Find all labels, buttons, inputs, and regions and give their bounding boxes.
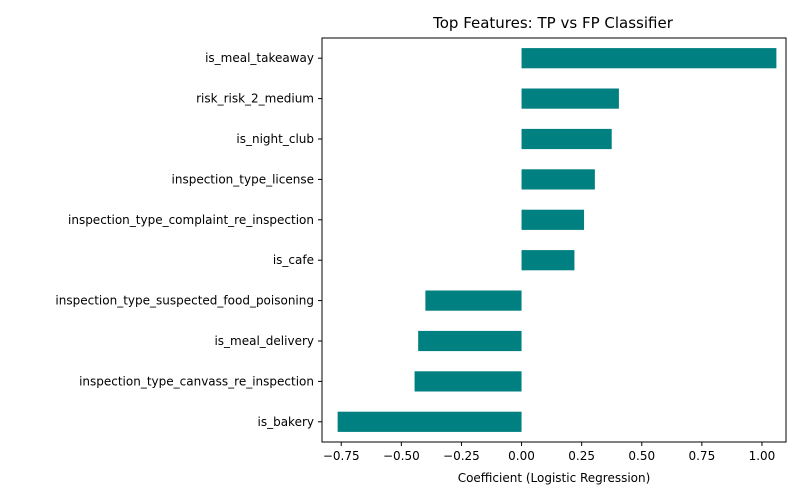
y-tick-label: inspection_type_license: [172, 172, 314, 186]
y-tick-label: inspection_type_suspected_food_poisoning: [55, 294, 314, 308]
bars-group: [337, 48, 777, 432]
bar-is_meal_takeaway: [521, 48, 777, 69]
y-axis: is_meal_takeaway risk_risk_2_medium is_nig…: [55, 51, 322, 429]
plot-frame: [321, 37, 787, 443]
x-tick-label: −0.25: [443, 449, 480, 463]
bar-is_cafe: [521, 250, 575, 271]
y-tick-label: is_meal_takeaway: [205, 51, 314, 65]
y-tick-label: is_meal_delivery: [214, 334, 314, 348]
x-axis: −0.75 −0.50 −0.25 0.00 0.25 0.50 0.75 1.00: [323, 442, 775, 463]
x-tick-label: −0.75: [323, 449, 360, 463]
y-tick-label: is_bakery: [258, 415, 315, 429]
x-tick-label: 1.00: [749, 449, 776, 463]
bar-is_bakery: [337, 411, 522, 432]
y-tick-label: inspection_type_canvass_re_inspection: [79, 374, 314, 388]
bar-risk_risk_2_medium: [521, 88, 619, 109]
bar-inspection_type_license: [521, 169, 595, 190]
y-tick-label: is_cafe: [273, 253, 314, 267]
bar-inspection_type_canvass_re_inspection: [414, 371, 522, 392]
y-tick-label: risk_risk_2_medium: [196, 92, 314, 106]
x-tick-label: 0.00: [508, 449, 535, 463]
chart-title: Top Features: TP vs FP Classifier: [432, 14, 674, 32]
x-tick-label: 0.75: [688, 449, 715, 463]
x-axis-label: Coefficient (Logistic Regression): [458, 471, 651, 485]
x-tick-label: 0.25: [568, 449, 595, 463]
bar-inspection_type_complaint_re_inspection: [521, 209, 585, 230]
y-tick-label: is_night_club: [236, 132, 314, 146]
x-tick-label: −0.50: [383, 449, 420, 463]
bar-is_night_club: [521, 128, 612, 150]
x-tick-label: 0.50: [628, 449, 655, 463]
bar-inspection_type_suspected_food_poisoning: [425, 290, 522, 311]
bar-is_meal_delivery: [418, 330, 522, 352]
y-tick-label: inspection_type_complaint_re_inspection: [68, 213, 314, 227]
